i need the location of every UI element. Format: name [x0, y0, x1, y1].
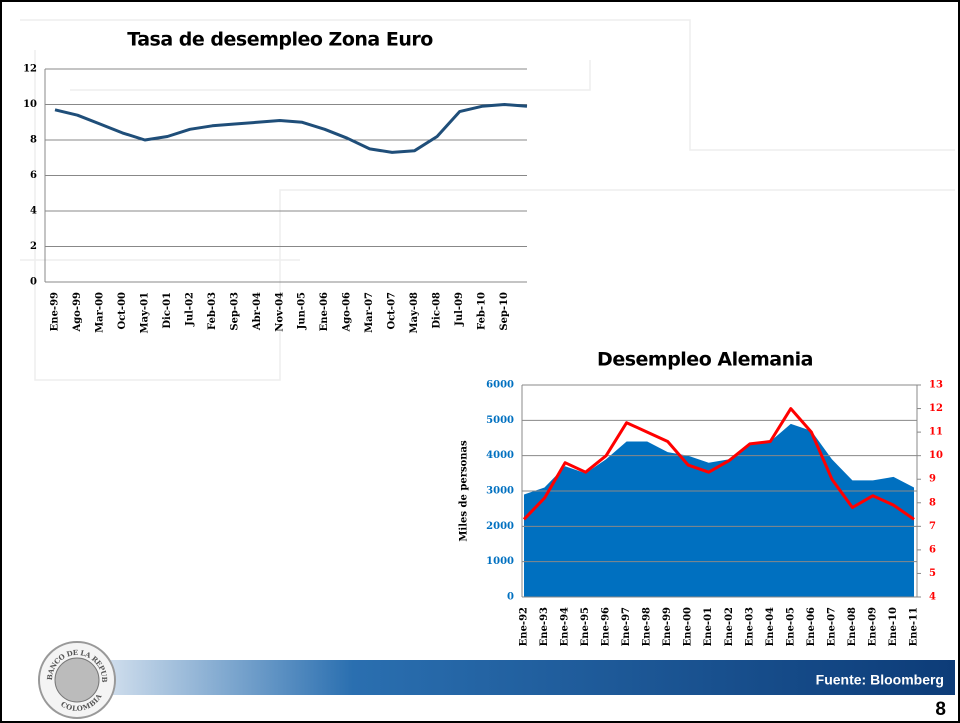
x-tick-label: Feb-10: [477, 292, 488, 330]
x-tick-label: Ene-00: [683, 607, 694, 646]
y2-tick-label: 8: [929, 497, 936, 508]
x-tick-label: Mar-07: [364, 292, 375, 333]
x-tick-label: Abr-04: [252, 292, 263, 331]
y-tick-label: 2000: [486, 521, 514, 532]
x-tick-label: Ene-98: [642, 607, 653, 646]
y-axis-label: Miles de personas: [459, 440, 470, 542]
y-tick-label: 0: [30, 277, 37, 288]
x-tick-label: Ene-03: [744, 607, 755, 646]
x-tick-label: Ene-07: [826, 607, 837, 646]
x-tick-label: Ene-96: [601, 607, 612, 646]
y2-tick-label: 12: [929, 403, 943, 414]
x-tick-label: Ago-06: [342, 292, 353, 333]
background-decoration: [20, 19, 955, 381]
y-tick-label: 5000: [486, 415, 514, 426]
line: [54, 103, 528, 154]
x-tick-label: Ene-11: [909, 607, 920, 646]
y-tick-label: 6000: [486, 380, 514, 391]
y2-tick-label: 9: [929, 474, 936, 485]
x-tick-label: Ene-99: [662, 607, 673, 646]
x-tick-label: Ene-99: [50, 292, 61, 331]
y-tick-label: 6: [30, 170, 37, 181]
x-tick-label: Ago-99: [72, 292, 83, 333]
x-tick-label: Ene-01: [703, 607, 714, 646]
x-tick-label: Ene-06: [806, 607, 817, 646]
x-tick-label: Dic-08: [432, 292, 443, 329]
y2-tick-label: 7: [929, 521, 936, 532]
x-tick-label: Ene-92: [519, 607, 530, 646]
x-tick-label: Ene-93: [539, 607, 550, 646]
x-tick-label: May-01: [139, 292, 150, 333]
y-tick-label: 4: [30, 206, 37, 217]
y-tick-label: 10: [23, 99, 37, 110]
x-tick-label: Ene-94: [560, 607, 571, 646]
x-tick-label: Ene-95: [580, 607, 591, 646]
footer-bar: [95, 660, 955, 695]
x-tick-label: Jun-05: [297, 292, 308, 330]
y2-tick-label: 4: [929, 592, 936, 603]
x-tick-label: Mar-00: [94, 292, 105, 333]
y-tick-label: 4000: [486, 450, 514, 461]
source: Fuente: Bloomberg: [816, 672, 944, 688]
x-tick-label: Jul-09: [454, 292, 465, 327]
y2-tick-label: 10: [929, 450, 943, 461]
x-tick-label: Ene-97: [621, 607, 632, 646]
y-tick-label: 3000: [486, 486, 514, 497]
logo-face: [54, 657, 100, 703]
y2-tick-label: 13: [929, 380, 943, 391]
page-number: 8: [935, 699, 946, 720]
x-tick-label: Ene-08: [847, 607, 858, 646]
x-tick-label: Oct-07: [387, 292, 398, 330]
chart-title: Desempleo Alemania: [597, 349, 813, 371]
y2-tick-label: 5: [929, 568, 936, 579]
y-tick-label: 8: [30, 135, 37, 146]
x-tick-label: Ene-10: [888, 607, 899, 646]
x-tick-label: Jul-02: [184, 292, 195, 327]
line: [522, 407, 915, 521]
x-tick-label: Sep-10: [499, 292, 510, 331]
x-tick-label: Ene-09: [867, 607, 878, 646]
y-tick-label: 1000: [486, 556, 514, 567]
y-tick-label: 12: [23, 64, 37, 75]
x-tick-label: Dic-01: [162, 292, 173, 329]
x-tick-label: Nov-04: [274, 292, 285, 332]
y-tick-label: 0: [507, 592, 514, 603]
x-tick-label: Oct-00: [117, 292, 128, 330]
x-tick-label: Ene-02: [724, 607, 735, 646]
y-tick-label: 2: [30, 241, 37, 252]
x-tick-label: Ene-04: [765, 607, 776, 646]
y2-tick-label: 6: [929, 544, 936, 555]
x-tick-label: May-08: [409, 292, 420, 333]
area: [524, 423, 914, 597]
y2-tick-label: 11: [929, 427, 943, 438]
x-tick-label: Feb-03: [207, 292, 218, 330]
chart-title: Tasa de desempleo Zona Euro: [127, 29, 433, 51]
x-tick-label: Sep-03: [229, 292, 240, 331]
x-tick-label: Ene-06: [319, 292, 330, 331]
x-tick-label: Ene-05: [785, 607, 796, 646]
